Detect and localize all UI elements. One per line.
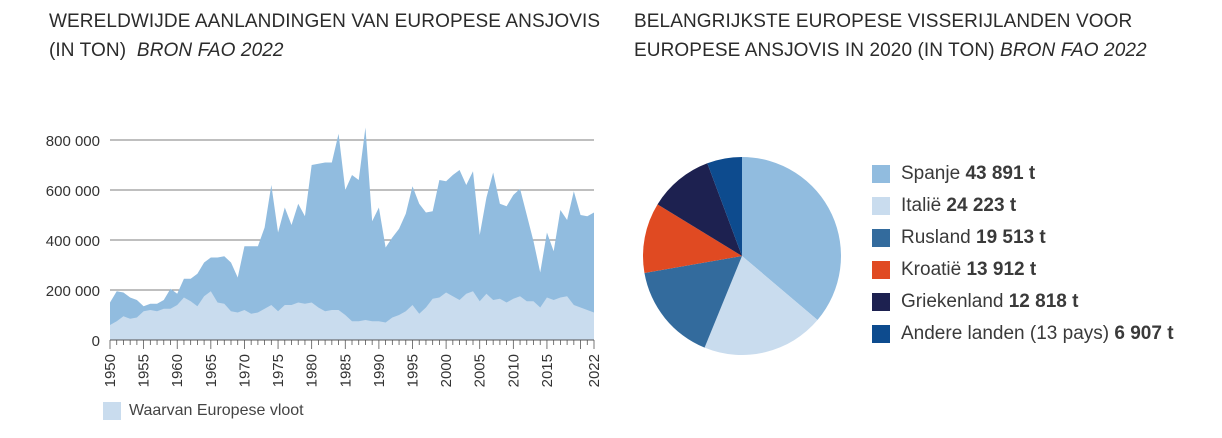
pie-legend-swatch <box>872 293 890 311</box>
y-tick-label: 600 000 <box>46 183 100 200</box>
pie-legend-label: Griekenland 12 818 t <box>901 290 1078 314</box>
pie-legend-item: Spanje 43 891 t <box>872 162 1222 184</box>
x-tick-label: 1970 <box>236 354 253 387</box>
x-tick-label: 1995 <box>405 354 422 387</box>
y-tick-label: 400 000 <box>46 233 100 250</box>
pie-legend-swatch <box>872 229 890 247</box>
pie-legend-swatch <box>872 165 890 183</box>
y-tick-label: 200 000 <box>46 283 100 300</box>
pie-legend-item: Griekenland 12 818 t <box>872 290 1222 312</box>
x-tick-label: 2005 <box>472 354 489 387</box>
x-tick-label: 1985 <box>337 354 354 387</box>
pie-legend-country: Rusland <box>901 227 971 248</box>
pie-slice <box>644 256 742 348</box>
area-series-total <box>110 127 594 340</box>
y-tick-label: 0 <box>92 333 100 350</box>
chart-title-right: BELANGRIJKSTE EUROPESE VISSERIJLANDEN VO… <box>634 7 1222 65</box>
pie-legend-item: Andere landen (13 pays) 6 907 t <box>872 322 1222 344</box>
x-tick-label: 2010 <box>505 354 522 387</box>
chart-title-right-text: BELANGRIJKSTE EUROPESE VISSERIJLANDEN VO… <box>634 11 1133 61</box>
pie-legend-swatch <box>872 261 890 279</box>
area-legend-label: Waarvan Europese vloot <box>129 402 304 419</box>
pie-legend-label: Spanje 43 891 t <box>901 162 1035 186</box>
x-tick-label: 2022 <box>586 354 603 387</box>
pie-legend-item: Kroatië 13 912 t <box>872 258 1222 280</box>
pie-slice <box>707 157 742 256</box>
area-series-european <box>110 291 594 340</box>
pie-legend-country: Griekenland <box>901 291 1004 312</box>
pie-slice <box>742 157 841 321</box>
x-tick-label: 1980 <box>304 354 321 387</box>
pie-legend-item: Rusland 19 513 t <box>872 226 1222 248</box>
pie-legend-value: 43 891 t <box>965 163 1036 184</box>
pie-legend-label: Rusland 19 513 t <box>901 226 1046 250</box>
chart-title-left-text: WERELDWIJDE AANLANDINGEN VAN EUROPESE AN… <box>49 11 601 61</box>
x-tick-label: 1955 <box>136 354 153 387</box>
x-tick-label: 1975 <box>270 354 287 387</box>
chart-title-left: WERELDWIJDE AANLANDINGEN VAN EUROPESE AN… <box>49 7 609 65</box>
pie-slice <box>657 163 742 256</box>
x-tick-label: 2015 <box>539 354 556 387</box>
x-tick-label: 2000 <box>438 354 455 387</box>
x-tick-label: 1965 <box>203 354 220 387</box>
pie-legend-value: 6 907 t <box>1114 323 1174 344</box>
pie-legend-value: 19 513 t <box>976 227 1046 248</box>
pie-slice <box>704 256 818 355</box>
pie-legend-value: 12 818 t <box>1008 291 1079 312</box>
pie-legend-country: Spanje <box>901 163 961 184</box>
x-tick-label: 1950 <box>102 354 119 387</box>
area-legend-swatch <box>103 402 121 420</box>
x-tick-label: 1960 <box>169 354 186 387</box>
pie-legend-swatch <box>872 325 890 343</box>
y-tick-label: 800 000 <box>46 133 100 150</box>
pie-legend-label: Kroatië 13 912 t <box>901 258 1036 282</box>
pie-legend-swatch <box>872 197 890 215</box>
x-tick-label: 1990 <box>371 354 388 387</box>
pie-legend-item: Italië 24 223 t <box>872 194 1222 216</box>
chart-source-left: BRON FAO 2022 <box>136 40 284 61</box>
pie-legend-value: 24 223 t <box>946 195 1017 216</box>
chart-source-right: BRON FAO 2022 <box>1000 40 1147 61</box>
pie-legend-label: Italië 24 223 t <box>901 194 1016 218</box>
pie-slice <box>642 204 742 273</box>
pie-legend-label: Andere landen (13 pays) 6 907 t <box>901 322 1174 346</box>
landings-area-chart: 0 200 000 400 000 600 000 800 000 1950 1955 196… <box>46 127 603 387</box>
pie-legend-country: Kroatië <box>901 259 962 280</box>
pie-legend-value: 13 912 t <box>966 259 1037 280</box>
pie-legend-country: Andere landen (13 pays) <box>901 323 1110 344</box>
pie-legend-country: Italië <box>901 195 942 216</box>
